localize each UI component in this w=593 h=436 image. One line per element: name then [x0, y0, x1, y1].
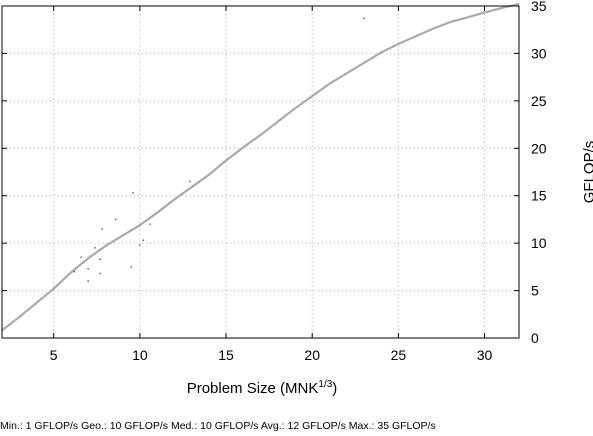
data-point	[94, 247, 96, 249]
x-tick-label: 15	[218, 347, 234, 363]
data-point	[132, 192, 134, 194]
y-axis-label: GFLOP/s	[581, 141, 593, 204]
performance-trend-line	[1, 3, 520, 332]
data-point	[99, 272, 101, 275]
y-tick-label: 20	[531, 140, 547, 156]
x-tick-label: 30	[477, 347, 493, 363]
x-tick-label: 10	[132, 347, 148, 363]
grid-lines	[2, 6, 519, 338]
y-tick-label: 10	[531, 235, 547, 251]
series-layer	[1, 3, 520, 332]
x-tick-label: 20	[304, 347, 320, 363]
data-point	[363, 17, 365, 20]
data-point	[80, 256, 82, 259]
y-tick-label: 25	[531, 93, 547, 109]
axis-ticks: 5 10 15 20 25 30 0 5 10 15 20 25 30 35	[2, 0, 547, 363]
y-tick-label: 15	[531, 188, 547, 204]
data-point	[87, 280, 89, 282]
data-point	[149, 223, 151, 225]
data-point	[87, 268, 89, 270]
data-point	[101, 228, 103, 230]
data-point	[99, 258, 101, 260]
data-point	[142, 239, 145, 241]
data-point	[130, 266, 132, 268]
x-tick-label: 5	[50, 347, 58, 363]
y-tick-label: 30	[531, 45, 547, 61]
plot-frame	[1, 5, 520, 339]
y-tick-label: 35	[531, 0, 547, 14]
data-point	[73, 270, 76, 273]
data-point	[189, 180, 191, 183]
data-point	[139, 244, 141, 246]
y-tick-label: 5	[531, 283, 539, 299]
y-tick-label: 0	[531, 330, 539, 346]
data-point	[115, 218, 117, 221]
x-tick-label: 25	[391, 347, 407, 363]
x-axis-label: Problem Size (MNK1/3)	[187, 379, 338, 397]
summary-statistics: Min.: 1 GFLOP/s Geo.: 10 GFLOP/s Med.: 1…	[0, 420, 436, 432]
